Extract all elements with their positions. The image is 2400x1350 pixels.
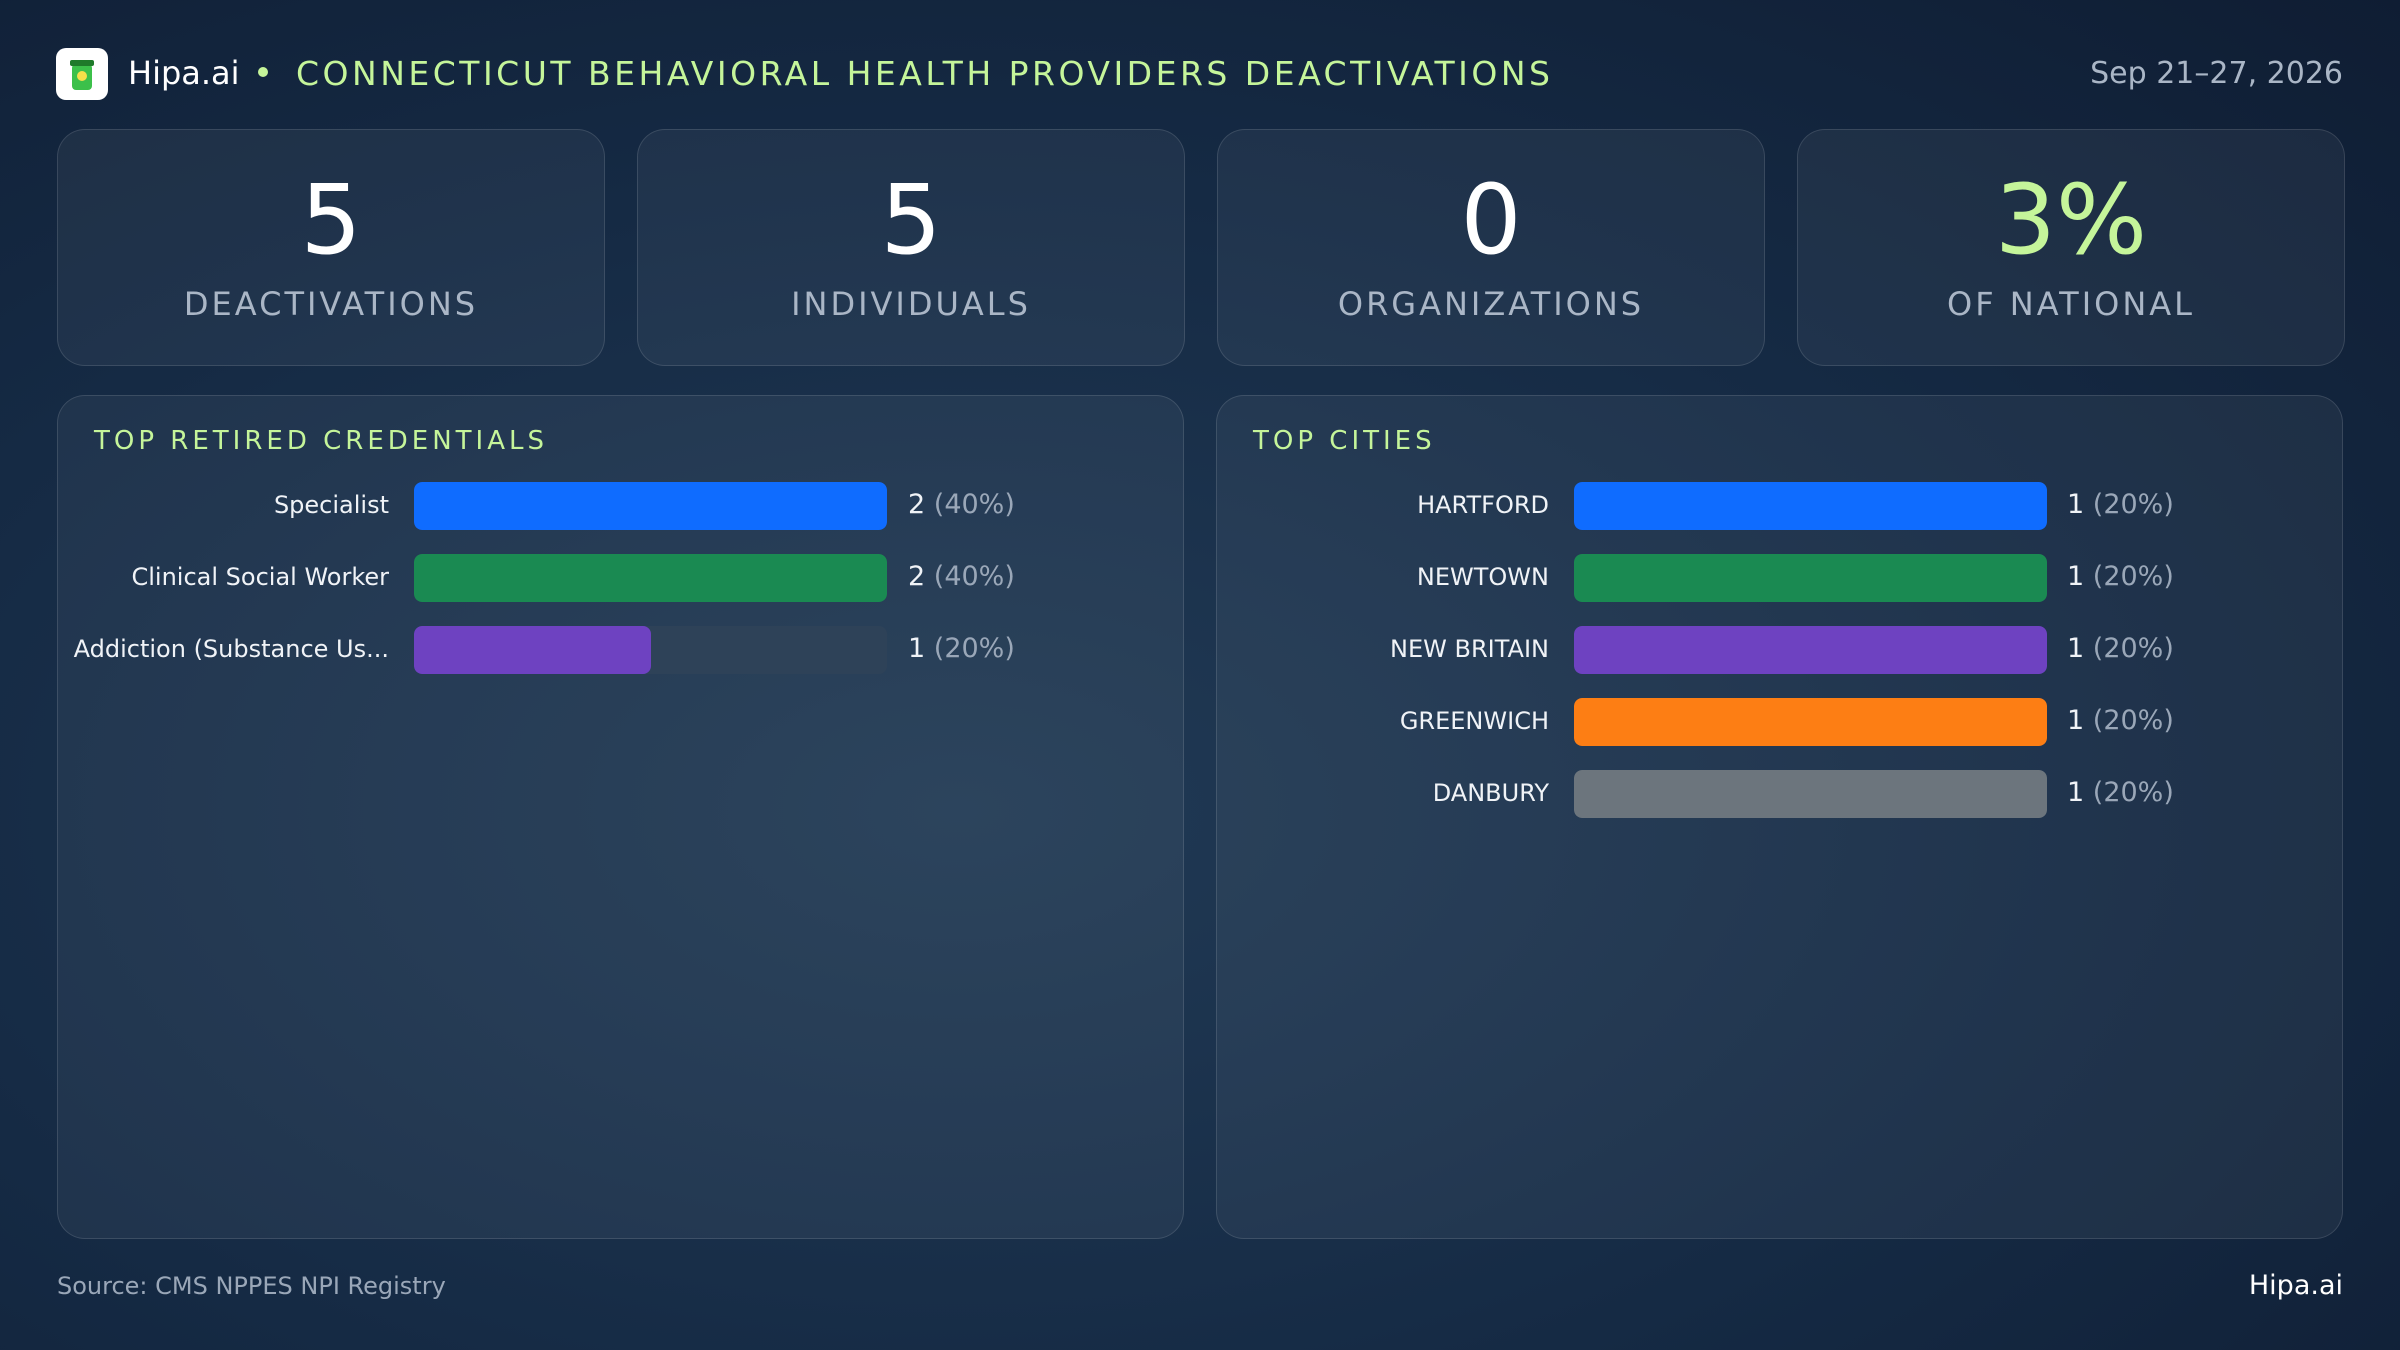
bar-track (1574, 770, 2047, 818)
logo (56, 48, 108, 100)
count: 1 (2067, 777, 2085, 808)
row-value: 1 (20%) (2067, 777, 2174, 808)
bar (1574, 626, 2047, 674)
kpi-value: 3% (1994, 164, 2148, 276)
count: 1 (2067, 633, 2085, 664)
share: (40%) (933, 489, 1015, 520)
bar-track (414, 626, 887, 674)
share: (20%) (2092, 705, 2174, 736)
bar (1574, 698, 2047, 746)
kpi-card: 3% OF NATIONAL (1797, 129, 2345, 366)
row-value: 1 (20%) (2067, 705, 2174, 736)
kpi-label: DEACTIVATIONS (183, 285, 479, 323)
row-label: NEWTOWN (1416, 563, 1549, 591)
share: (20%) (2092, 489, 2174, 520)
row-value: 2 (40%) (908, 561, 1015, 592)
row-label: Addiction (Substance Us... (73, 635, 389, 663)
kpi-card: 0 ORGANIZATIONS (1217, 129, 1765, 366)
bar (414, 626, 651, 674)
row-value: 1 (20%) (2067, 561, 2174, 592)
date: Sep 21–27, 2026 (2090, 56, 2343, 91)
bar-track (1574, 482, 2047, 530)
row-value: 2 (40%) (908, 489, 1015, 520)
bar (414, 482, 887, 530)
kpi-card: 5 INDIVIDUALS (637, 129, 1185, 366)
brand: Hipa.ai (128, 54, 240, 92)
share: (40%) (933, 561, 1015, 592)
row-label: NEW BRITAIN (1390, 635, 1549, 663)
kpi-value: 0 (1460, 164, 1522, 276)
bar-track (1574, 698, 2047, 746)
kpi-label: OF NATIONAL (1947, 285, 2195, 323)
kpi-value: 5 (300, 164, 362, 276)
row-value: 1 (20%) (2067, 489, 2174, 520)
row-label: HARTFORD (1417, 491, 1549, 519)
bar-track (414, 482, 887, 530)
share: (20%) (933, 633, 1015, 664)
row-label: DANBURY (1432, 779, 1549, 807)
count: 1 (2067, 705, 2085, 736)
panel: TOP CITIES HARTFORD 1 (20%) NEWTOWN 1 (20%) N… (1216, 395, 2343, 1239)
bar-track (1574, 554, 2047, 602)
share: (20%) (2092, 561, 2174, 592)
source: Source: CMS NPPES NPI Registry (57, 1272, 446, 1300)
title: CONNECTICUT BEHAVIORAL HEALTH PROVIDERS … (296, 54, 1554, 93)
kpi-label: ORGANIZATIONS (1337, 285, 1645, 323)
count: 1 (2067, 561, 2085, 592)
bar-track (414, 554, 887, 602)
panel: TOP RETIRED CREDENTIALS Specialist 2 (40%)… (57, 395, 1184, 1239)
share: (20%) (2092, 777, 2174, 808)
bar (1574, 554, 2047, 602)
logo-icon (70, 60, 94, 90)
bar (414, 554, 887, 602)
footer-brand: Hipa.ai (2248, 1270, 2343, 1301)
count: 1 (908, 633, 926, 664)
panel-title: TOP RETIRED CREDENTIALS (94, 426, 548, 456)
share: (20%) (2092, 633, 2174, 664)
panel-title: TOP CITIES (1253, 426, 1436, 456)
row-value: 1 (20%) (908, 633, 1015, 664)
row-label: Clinical Social Worker (131, 563, 389, 591)
count: 1 (2067, 489, 2085, 520)
row-value: 1 (20%) (2067, 633, 2174, 664)
bullet (258, 67, 268, 77)
row-label: GREENWICH (1399, 707, 1549, 735)
count: 2 (908, 561, 926, 592)
kpi-label: INDIVIDUALS (791, 285, 1031, 323)
bar (1574, 770, 2047, 818)
row-label: Specialist (273, 491, 389, 519)
kpi-value: 5 (880, 164, 942, 276)
bar-track (1574, 626, 2047, 674)
kpi-card: 5 DEACTIVATIONS (57, 129, 605, 366)
count: 2 (908, 489, 926, 520)
bar (1574, 482, 2047, 530)
